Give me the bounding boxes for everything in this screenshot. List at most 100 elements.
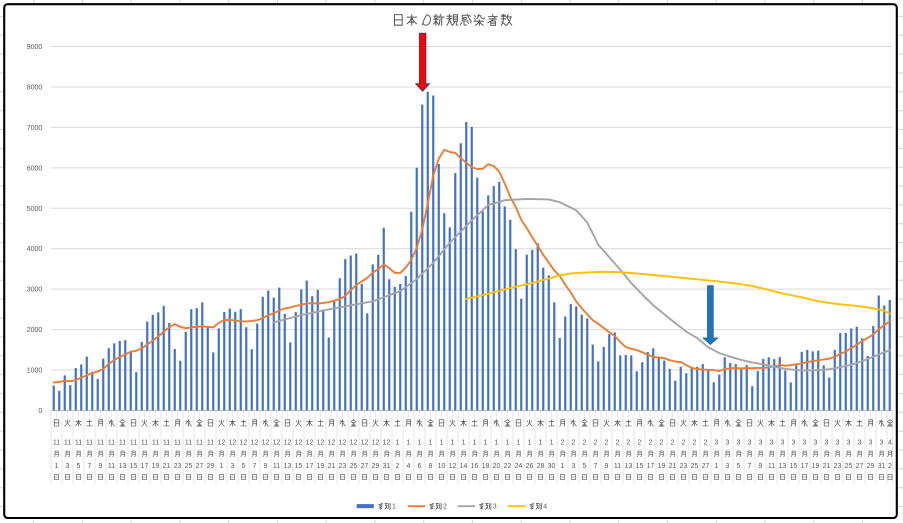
- svg-text:13: 13: [625, 463, 633, 470]
- svg-text:11: 11: [614, 463, 621, 470]
- svg-text:3: 3: [814, 439, 818, 446]
- svg-text:2: 2: [671, 439, 675, 446]
- svg-text:3: 3: [748, 439, 752, 446]
- svg-text:1000: 1000: [27, 368, 43, 375]
- svg-text:11: 11: [185, 439, 192, 446]
- svg-text:12: 12: [339, 439, 347, 446]
- svg-text:2: 2: [594, 439, 598, 446]
- svg-text:23: 23: [680, 463, 688, 470]
- svg-text:3: 3: [770, 439, 774, 446]
- svg-text:29: 29: [372, 463, 380, 470]
- svg-text:7: 7: [748, 463, 752, 470]
- svg-text:1: 1: [561, 463, 565, 470]
- svg-text:11: 11: [108, 439, 115, 446]
- svg-text:8: 8: [429, 463, 433, 470]
- svg-text:3: 3: [737, 439, 741, 446]
- svg-text:23: 23: [174, 463, 182, 470]
- svg-text:7: 7: [88, 463, 92, 470]
- svg-text:2: 2: [704, 439, 708, 446]
- svg-text:31: 31: [878, 463, 886, 470]
- svg-text:3: 3: [572, 463, 576, 470]
- svg-text:5: 5: [242, 463, 246, 470]
- svg-text:7: 7: [253, 463, 257, 470]
- svg-text:1: 1: [407, 439, 411, 446]
- svg-text:1: 1: [396, 439, 400, 446]
- svg-text:1: 1: [517, 439, 521, 446]
- svg-text:4: 4: [543, 504, 547, 511]
- svg-text:10: 10: [438, 463, 446, 470]
- svg-text:15: 15: [130, 463, 138, 470]
- svg-text:3000: 3000: [27, 287, 43, 294]
- svg-text:21: 21: [328, 463, 336, 470]
- svg-text:1: 1: [462, 439, 466, 446]
- svg-text:1: 1: [484, 439, 488, 446]
- svg-text:3: 3: [759, 439, 763, 446]
- svg-text:15: 15: [295, 463, 303, 470]
- svg-text:16: 16: [471, 463, 479, 470]
- svg-text:9: 9: [264, 463, 268, 470]
- svg-text:12: 12: [372, 439, 380, 446]
- svg-text:2: 2: [572, 439, 576, 446]
- svg-text:11: 11: [768, 463, 775, 470]
- svg-text:19: 19: [152, 463, 160, 470]
- svg-text:1: 1: [506, 439, 510, 446]
- svg-text:9: 9: [99, 463, 103, 470]
- svg-text:2: 2: [396, 463, 400, 470]
- svg-text:9: 9: [605, 463, 609, 470]
- svg-text:13: 13: [119, 463, 127, 470]
- svg-text:25: 25: [691, 463, 699, 470]
- svg-text:23: 23: [834, 463, 842, 470]
- svg-text:2: 2: [605, 439, 609, 446]
- svg-text:3: 3: [493, 504, 497, 511]
- svg-text:2: 2: [660, 439, 664, 446]
- svg-text:11: 11: [53, 439, 60, 446]
- svg-text:21: 21: [823, 463, 831, 470]
- svg-text:3: 3: [836, 439, 840, 446]
- svg-text:1: 1: [418, 439, 422, 446]
- svg-text:6: 6: [418, 463, 422, 470]
- svg-text:4: 4: [407, 463, 411, 470]
- svg-text:11: 11: [163, 439, 170, 446]
- svg-text:2: 2: [638, 439, 642, 446]
- svg-text:4000: 4000: [27, 246, 43, 253]
- svg-text:12: 12: [328, 439, 336, 446]
- svg-text:3: 3: [781, 439, 785, 446]
- svg-text:1: 1: [55, 463, 59, 470]
- svg-text:25: 25: [185, 463, 193, 470]
- svg-text:2: 2: [649, 439, 653, 446]
- svg-text:12: 12: [361, 439, 369, 446]
- svg-text:9: 9: [759, 463, 763, 470]
- svg-text:29: 29: [207, 463, 215, 470]
- svg-text:3: 3: [66, 463, 70, 470]
- svg-text:3: 3: [847, 439, 851, 446]
- svg-text:11: 11: [119, 439, 126, 446]
- svg-text:5000: 5000: [27, 206, 43, 213]
- svg-text:0: 0: [38, 408, 42, 415]
- svg-text:25: 25: [350, 463, 358, 470]
- svg-text:11: 11: [196, 439, 203, 446]
- svg-text:1: 1: [220, 463, 224, 470]
- svg-text:12: 12: [229, 439, 237, 446]
- svg-text:12: 12: [262, 439, 270, 446]
- svg-text:2: 2: [888, 463, 892, 470]
- svg-text:1: 1: [539, 439, 543, 446]
- svg-text:1: 1: [715, 463, 719, 470]
- svg-text:12: 12: [273, 439, 281, 446]
- svg-text:3: 3: [803, 439, 807, 446]
- svg-text:2: 2: [682, 439, 686, 446]
- svg-text:3: 3: [726, 439, 730, 446]
- svg-text:5: 5: [583, 463, 587, 470]
- svg-text:1: 1: [550, 439, 554, 446]
- svg-text:5: 5: [77, 463, 81, 470]
- svg-text:21: 21: [163, 463, 171, 470]
- svg-text:7000: 7000: [27, 125, 43, 132]
- svg-text:1: 1: [392, 504, 396, 511]
- svg-text:5: 5: [737, 463, 741, 470]
- svg-text:11: 11: [207, 439, 214, 446]
- svg-text:13: 13: [779, 463, 787, 470]
- svg-text:3: 3: [726, 463, 730, 470]
- svg-text:9000: 9000: [27, 44, 43, 51]
- svg-text:2: 2: [443, 504, 447, 511]
- svg-text:25: 25: [845, 463, 853, 470]
- svg-text:11: 11: [174, 439, 181, 446]
